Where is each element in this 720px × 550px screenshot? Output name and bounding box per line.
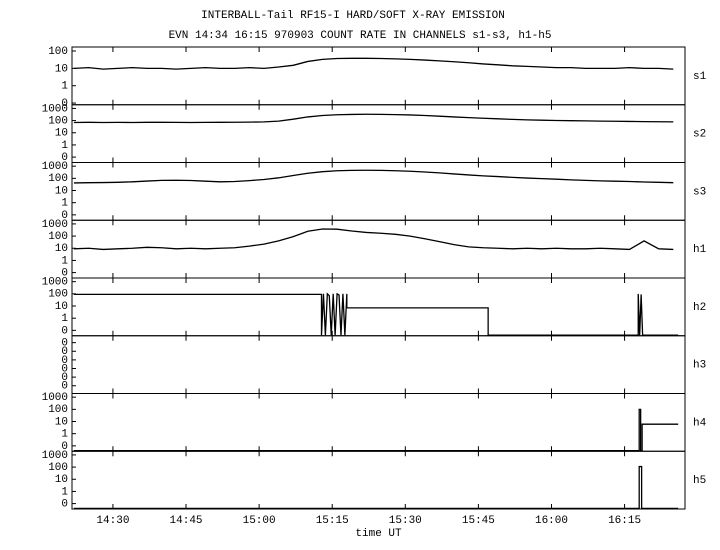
y-tick-label: 100 bbox=[48, 289, 68, 301]
y-tick-label: 0 bbox=[61, 152, 68, 164]
series-name: s1 bbox=[693, 71, 707, 83]
series-name: h2 bbox=[693, 302, 706, 314]
series-line bbox=[73, 292, 679, 336]
y-tick-label: 0 bbox=[61, 325, 68, 337]
y-tick-label: 0 bbox=[61, 363, 68, 375]
series-name: s2 bbox=[693, 129, 706, 141]
y-tick-label: 100 bbox=[48, 115, 68, 127]
y-tick-label: 100 bbox=[48, 46, 68, 58]
series-line bbox=[73, 408, 679, 452]
y-tick-label: 0 bbox=[61, 210, 68, 222]
chart-subtitle: EVN 14:34 16:15 970903 COUNT RATE IN CHA… bbox=[169, 30, 552, 42]
y-tick-label: 0 bbox=[61, 346, 68, 358]
y-tick-label: 0 bbox=[61, 355, 68, 367]
y-tick-label: 1000 bbox=[42, 277, 68, 289]
y-tick-label: 1 bbox=[61, 486, 68, 498]
series-name: h5 bbox=[693, 475, 706, 487]
y-tick-label: 1 bbox=[61, 140, 68, 152]
series-line bbox=[73, 169, 674, 184]
y-tick-label: 10 bbox=[55, 474, 68, 486]
y-tick-label: 10 bbox=[55, 416, 68, 428]
series-name: h4 bbox=[693, 417, 707, 429]
series-name: s3 bbox=[693, 186, 706, 198]
y-tick-label: 100 bbox=[48, 173, 68, 185]
series-line bbox=[73, 113, 674, 124]
y-tick-label: 0 bbox=[61, 98, 68, 110]
x-tick-label: 16:00 bbox=[535, 515, 568, 527]
y-tick-label: 10 bbox=[55, 128, 68, 140]
y-tick-label: 1 bbox=[61, 313, 68, 325]
series-name: h1 bbox=[693, 244, 707, 256]
y-tick-label: 0 bbox=[61, 441, 68, 453]
x-tick-label: 15:00 bbox=[243, 515, 276, 527]
y-tick-label: 0 bbox=[61, 268, 68, 280]
y-tick-label: 10 bbox=[55, 243, 68, 255]
x-tick-label: 15:45 bbox=[462, 515, 495, 527]
y-tick-label: 1000 bbox=[42, 450, 68, 462]
x-tick-label: 14:30 bbox=[96, 515, 129, 527]
y-tick-label: 100 bbox=[48, 404, 68, 416]
x-axis-label: time UT bbox=[355, 528, 402, 540]
series-line bbox=[73, 228, 674, 251]
y-tick-label: 1 bbox=[61, 255, 68, 267]
series-name: h3 bbox=[693, 360, 706, 372]
x-tick-label: 14:45 bbox=[170, 515, 203, 527]
y-tick-label: 0 bbox=[61, 381, 68, 393]
x-tick-label: 16:15 bbox=[608, 515, 641, 527]
y-tick-label: 1 bbox=[61, 429, 68, 441]
y-tick-label: 0 bbox=[61, 499, 68, 511]
x-tick-label: 15:15 bbox=[316, 515, 349, 527]
y-tick-label: 100 bbox=[48, 462, 68, 474]
y-tick-label: 1000 bbox=[42, 161, 68, 173]
y-tick-label: 0 bbox=[61, 372, 68, 384]
series-line bbox=[73, 465, 679, 509]
y-tick-label: 0 bbox=[61, 338, 68, 350]
x-tick-label: 15:30 bbox=[389, 515, 422, 527]
y-tick-label: 1000 bbox=[42, 219, 68, 231]
series-line bbox=[73, 57, 674, 70]
y-tick-label: 1000 bbox=[42, 392, 68, 404]
y-tick-label: 10 bbox=[55, 185, 68, 197]
y-tick-label: 1 bbox=[61, 198, 68, 210]
y-tick-label: 10 bbox=[55, 301, 68, 313]
y-tick-label: 10 bbox=[55, 63, 68, 75]
y-tick-label: 100 bbox=[48, 231, 68, 243]
y-tick-label: 1000 bbox=[42, 103, 68, 115]
chart-title: INTERBALL-Tail RF15-I HARD/SOFT X-RAY EM… bbox=[201, 10, 505, 22]
y-tick-label: 1 bbox=[61, 81, 68, 93]
